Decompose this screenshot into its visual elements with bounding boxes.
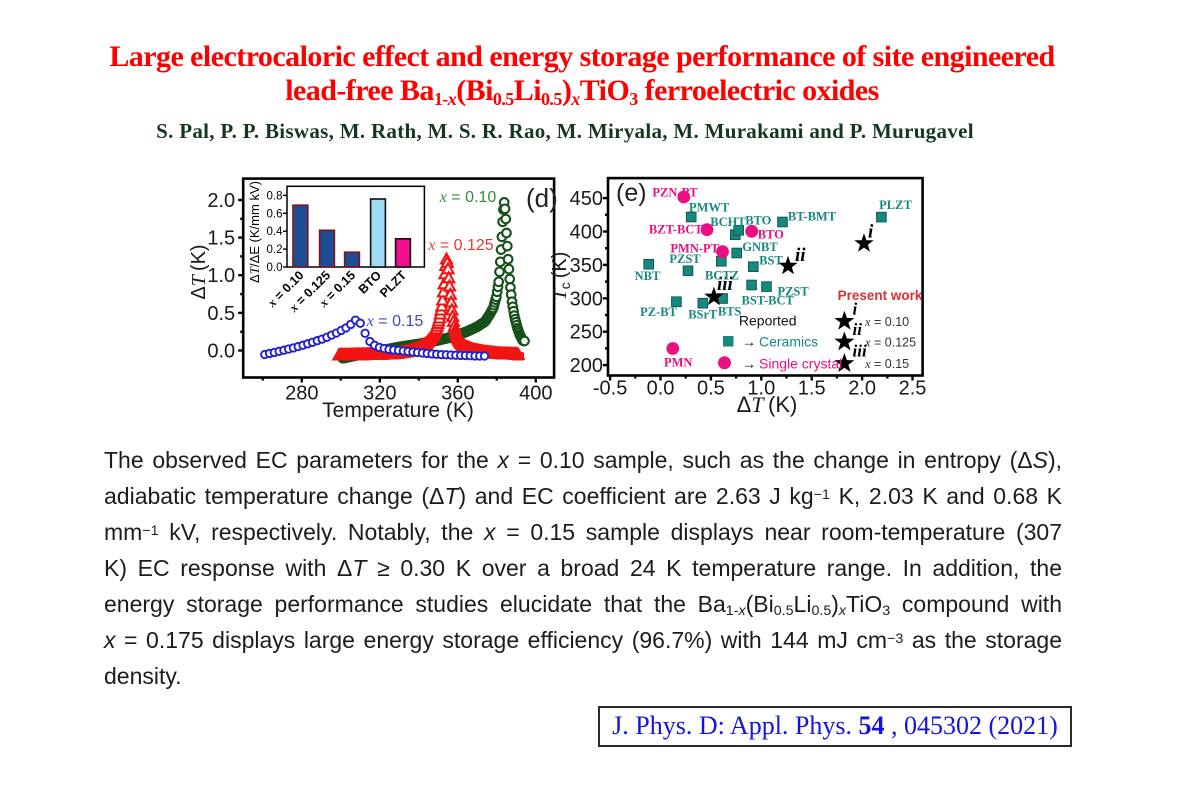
svg-text:x = 0.10: x = 0.10 bbox=[864, 315, 909, 329]
svg-text:0.5: 0.5 bbox=[697, 378, 725, 400]
svg-text:-0.5: -0.5 bbox=[593, 378, 627, 400]
svg-text:200: 200 bbox=[570, 355, 603, 377]
svg-text:PMN: PMN bbox=[664, 356, 692, 370]
svg-text:PZST: PZST bbox=[669, 252, 701, 266]
svg-text:Single crystal: Single crystal bbox=[759, 356, 842, 372]
svg-text:PZN-PT: PZN-PT bbox=[652, 186, 698, 200]
svg-text:BST-BCT: BST-BCT bbox=[742, 293, 795, 307]
svg-text:i: i bbox=[853, 299, 858, 318]
svg-text:→: → bbox=[742, 334, 756, 350]
svg-text:Ceramics: Ceramics bbox=[759, 334, 818, 350]
svg-text:1.5: 1.5 bbox=[798, 378, 826, 400]
svg-text:ΔT (K): ΔT (K) bbox=[188, 244, 210, 299]
svg-text:Tc (K): Tc (K) bbox=[549, 252, 573, 301]
svg-text:ii: ii bbox=[853, 320, 863, 339]
svg-text:250: 250 bbox=[570, 322, 603, 344]
svg-text:x = 0.125: x = 0.125 bbox=[427, 237, 493, 254]
svg-text:2.0: 2.0 bbox=[207, 190, 235, 212]
svg-text:0.4: 0.4 bbox=[267, 226, 284, 238]
svg-text:x = 0.125: x = 0.125 bbox=[864, 335, 916, 349]
svg-text:(d): (d) bbox=[526, 183, 558, 213]
svg-text:1.0: 1.0 bbox=[207, 265, 235, 287]
svg-text:0.5: 0.5 bbox=[207, 303, 235, 325]
svg-text:360: 360 bbox=[441, 383, 474, 405]
svg-text:x = 0.15: x = 0.15 bbox=[864, 357, 909, 371]
svg-text:x = 0.15: x = 0.15 bbox=[366, 313, 424, 330]
svg-text:iii: iii bbox=[853, 342, 867, 361]
svg-text:BTO: BTO bbox=[758, 227, 784, 241]
svg-text:0.2: 0.2 bbox=[267, 244, 283, 256]
svg-text:GNBT: GNBT bbox=[742, 240, 778, 254]
svg-text:0.6: 0.6 bbox=[267, 208, 283, 220]
svg-text:350: 350 bbox=[570, 255, 603, 277]
svg-text:400: 400 bbox=[570, 222, 603, 244]
svg-text:BZT-BCT: BZT-BCT bbox=[649, 223, 703, 237]
svg-text:BSrT: BSrT bbox=[688, 308, 718, 322]
svg-text:x = 0.10: x = 0.10 bbox=[439, 189, 497, 206]
svg-text:PMN-PT: PMN-PT bbox=[670, 242, 719, 256]
svg-text:→: → bbox=[742, 356, 756, 372]
svg-text:PLZT: PLZT bbox=[879, 198, 912, 212]
svg-text:0.8: 0.8 bbox=[267, 190, 283, 202]
svg-text:Reported: Reported bbox=[739, 313, 797, 329]
svg-text:Temperature (K): Temperature (K) bbox=[322, 399, 474, 422]
svg-text:400: 400 bbox=[519, 383, 552, 405]
svg-text:2.0: 2.0 bbox=[848, 378, 876, 400]
svg-text:1.5: 1.5 bbox=[207, 228, 235, 250]
svg-text:BST: BST bbox=[759, 254, 783, 268]
svg-text:BT-BMT: BT-BMT bbox=[788, 210, 837, 224]
svg-text:0.0: 0.0 bbox=[207, 341, 235, 363]
svg-text:280: 280 bbox=[285, 383, 318, 405]
svg-text:450: 450 bbox=[570, 188, 603, 210]
svg-text:PMWT: PMWT bbox=[689, 201, 730, 215]
svg-text:0.0: 0.0 bbox=[267, 262, 283, 274]
svg-text:Present work: Present work bbox=[838, 288, 923, 303]
svg-text:ΔT/ΔE (K/mm kV): ΔT/ΔE (K/mm kV) bbox=[247, 181, 262, 283]
svg-text:iii: iii bbox=[717, 274, 734, 295]
svg-text:i: i bbox=[868, 222, 874, 243]
svg-text:0.0: 0.0 bbox=[647, 378, 675, 400]
svg-text:BCHT: BCHT bbox=[710, 215, 746, 229]
svg-text:PZST: PZST bbox=[777, 285, 809, 299]
svg-text:PZ-BT: PZ-BT bbox=[640, 305, 677, 319]
svg-text:BTO: BTO bbox=[745, 213, 771, 227]
svg-text:ii: ii bbox=[795, 245, 806, 266]
svg-text:300: 300 bbox=[570, 288, 603, 310]
svg-text:1.0: 1.0 bbox=[747, 378, 775, 400]
svg-text:2.5: 2.5 bbox=[899, 378, 927, 400]
svg-text:320: 320 bbox=[363, 383, 396, 405]
svg-text:ΔT (K): ΔT (K) bbox=[737, 392, 798, 417]
svg-text:BTS: BTS bbox=[718, 304, 742, 318]
svg-text:(e): (e) bbox=[616, 179, 647, 207]
svg-text:BCTZ: BCTZ bbox=[705, 269, 739, 283]
svg-text:NBT: NBT bbox=[635, 269, 661, 283]
